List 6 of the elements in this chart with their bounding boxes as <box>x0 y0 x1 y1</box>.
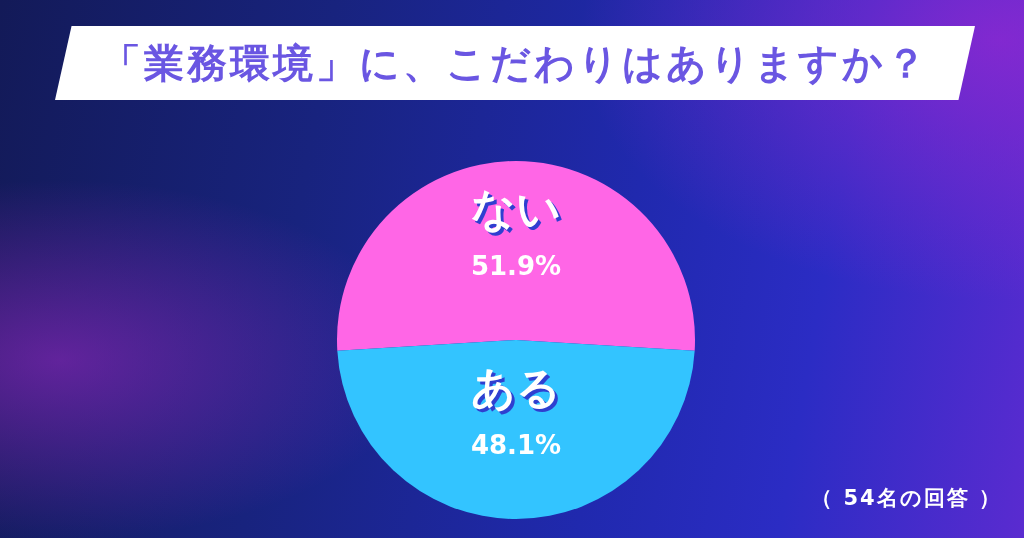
chart-title: 「業務環境」に、こだわりはありますか？ <box>101 38 929 88</box>
slice-label: ない <box>471 182 561 234</box>
text: （ 54名の回答 ） <box>811 485 1002 512</box>
data-label: 51.9% <box>470 251 562 282</box>
slice-label: ある <box>471 361 561 413</box>
data-label: 48.1% <box>470 430 562 461</box>
